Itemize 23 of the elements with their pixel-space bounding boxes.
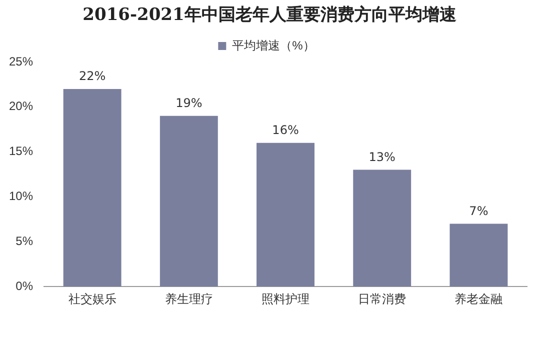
x-tick-label: 社交娱乐 <box>68 292 116 306</box>
data-label: 7% <box>469 204 488 218</box>
x-tick-label: 照料护理 <box>262 292 310 306</box>
chart-title: 2016-2021年中国老年人重要消费方向平均增速 <box>82 4 458 27</box>
x-tick-label: 日常消费 <box>358 292 406 306</box>
y-tick-label: 5% <box>16 234 34 248</box>
y-tick-label: 25% <box>8 54 34 68</box>
y-tick-label: 10% <box>8 189 34 204</box>
data-label: 13% <box>368 150 396 164</box>
bar <box>450 224 508 287</box>
bar <box>63 88 122 287</box>
x-tick-label: 养老金融 <box>454 292 503 306</box>
bar <box>353 170 412 287</box>
bar <box>256 142 314 287</box>
y-tick-label: 0% <box>16 278 34 293</box>
x-tick-label: 养生理疗 <box>164 292 213 306</box>
data-label: 22% <box>78 69 106 84</box>
y-tick-label: 20% <box>8 99 34 114</box>
data-label: 16% <box>272 122 299 137</box>
legend-label: 平均增速（%） <box>232 38 315 52</box>
data-label: 19% <box>176 96 202 110</box>
bar <box>160 116 218 287</box>
y-tick-label: 15% <box>8 144 34 158</box>
